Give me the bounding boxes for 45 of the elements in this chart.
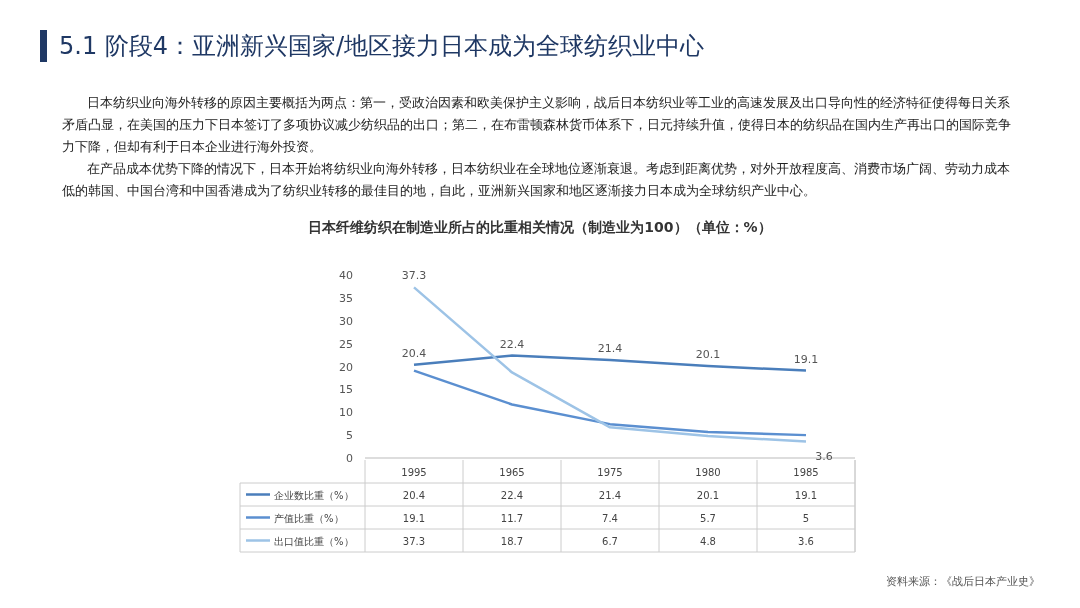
text: 日本纺织业向海外转移的原因主要概括为两点：第一，受政治因素和欧美保护主义影响，战后日本纺织业等工业的高速发展及出口导向性的经济特征使得每日关系矛盾凸显，在美国的压力下日本签订了多项协议减少纺织品的出口；第二，在布雷顿森林货币体系下，日元持续升值，使得日本的纺织品在国内生产再出口的国际竞争力下降，但却有利于日本企业进行海外投资。 [62,94,1012,156]
data-label: 4.8 [700,535,716,547]
y-tick-label: 30 [339,314,353,328]
legend-label: 出口值比重（%） [274,535,354,547]
y-tick-label: 20 [339,360,353,374]
data-label: 18.7 [500,535,524,547]
data-label: 37.3 [402,535,426,547]
data-label: 5.7 [700,512,716,524]
data-label: 7.4 [602,512,618,524]
y-tick-label: 0 [346,452,353,465]
legend-label: 产值比重（%） [274,512,344,524]
x-tick-label: 1985 [793,467,819,478]
text: 5.1 阶段4：亚洲新兴国家/地区接力日本成为全球纺织业中心 [40,30,705,62]
data-label: 21.4 [598,489,622,501]
y-tick-label: 5 [346,429,353,443]
x-tick-label: 1980 [695,467,721,478]
y-tick-label: 10 [339,406,353,420]
annotation: 37.3 [401,269,427,283]
data-label: 22.4 [500,489,524,501]
y-tick-label: 35 [339,291,353,305]
legend-label: 企业数比重（%） [274,489,354,501]
data-label: 6.7 [602,535,618,547]
text: 资料来源：《战后日本产业史》 [886,574,1040,589]
y-tick-label: 25 [339,337,353,351]
data-label: 20.1 [696,489,720,501]
x-tick-label: 1995 [401,467,427,478]
annotation: 20.4 [401,346,427,360]
x-tick-label: 1975 [597,467,623,478]
data-label: 19.1 [402,512,426,524]
data-label: 11.7 [500,512,524,524]
data-label: 5 [802,512,810,524]
data-label: 20.4 [402,489,426,501]
annotation: 19.1 [793,352,819,366]
annotation: 22.4 [499,337,525,351]
chart-title: 日本纤维纺织在制造业所占的比重相关情况（制造业为100）（单位：%） [308,219,772,235]
annotation: 3.6 [815,449,833,463]
data-label: 19.1 [794,489,818,501]
y-tick-label: 40 [339,269,353,282]
annotation: 20.1 [695,348,721,362]
text: 在产品成本优势下降的情况下，日本开始将纺织业向海外转移，日本纺织业在全球地位逐渐衰退。考虑到距离优势，对外开放程度高、消费市场广阔、劳动力成本低的韩国、中国台湾和中国香港成为了纺织业转移的最佳目的地，自此，亚洲新兴国家和地区逐渐接力日本成为全球纺织产业中心。 [62,160,1011,200]
y-tick-label: 15 [339,383,353,397]
annotation: 21.4 [597,342,623,356]
x-tick-label: 1965 [499,467,525,478]
line-series [412,369,808,437]
data-label: 3.6 [798,535,814,547]
